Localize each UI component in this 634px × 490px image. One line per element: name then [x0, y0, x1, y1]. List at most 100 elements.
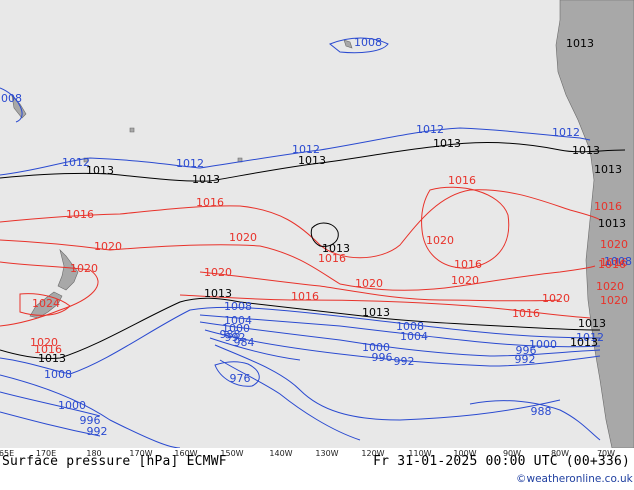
- isobar-label: 1008: [224, 300, 252, 313]
- isobar-label: 992: [515, 353, 536, 366]
- south-america-coast: [555, 0, 634, 448]
- isobar-1013-south: [0, 297, 601, 359]
- isobar-label: 988: [531, 405, 552, 418]
- isobar-label: 1013: [298, 154, 326, 167]
- isobar-1020-east: [199, 271, 561, 302]
- isobar-1004: [199, 314, 601, 348]
- isobar-label: 1008: [354, 36, 382, 49]
- isobar-label: 1013: [322, 242, 350, 255]
- isobar-992: [204, 329, 601, 367]
- isobar-label: 1020: [426, 234, 454, 247]
- isobar-label: 1012: [416, 123, 444, 136]
- isobar-label: 1000: [222, 322, 250, 335]
- longitude-label: 130W: [315, 449, 339, 458]
- valid-time: Fr 31-01-2025 00:00 UTC (00+336): [373, 454, 630, 469]
- isobar-label: 984: [234, 336, 255, 349]
- longitude-label: 140W: [269, 449, 293, 458]
- isobar-984: [214, 344, 561, 421]
- isobar-label: 996: [80, 414, 101, 427]
- isobar-label-group: 1008101310081012101210121012101210131013…: [0, 36, 632, 438]
- longitude-label: 100W: [453, 449, 477, 458]
- isobar-label: 1016: [66, 208, 94, 221]
- longitude-label: 80W: [550, 449, 570, 458]
- isobar-1000-west: [0, 391, 101, 417]
- isobar-label: 1013: [594, 163, 622, 176]
- longitude-label: 160W: [174, 449, 198, 458]
- isobar-label: 1016: [291, 290, 319, 303]
- isobar-label: 1024: [32, 297, 60, 310]
- longitude-label: 120W: [361, 449, 385, 458]
- isobar-label: 1016: [448, 174, 476, 187]
- isobar-label: 976: [230, 372, 251, 385]
- longitude-label: 90W: [502, 449, 522, 458]
- isobar-label: 992: [225, 331, 246, 344]
- isobar-label: 1013: [38, 352, 66, 365]
- longitude-label: 180: [86, 449, 102, 458]
- isobar-label: 992: [394, 355, 415, 368]
- longitude-axis: 165E 170E 180 170W 160W 150W 140W 130W 120W 110W 1…: [0, 448, 634, 460]
- isobar-label: 1016: [594, 200, 622, 213]
- isobar-label: 1013: [570, 336, 598, 349]
- longitude-label: 170W: [129, 449, 153, 458]
- longitude-label: 165E: [0, 449, 15, 458]
- isobar-1000: [199, 321, 601, 357]
- pacific-island-3: [237, 157, 243, 163]
- isobar-label: 1020: [451, 274, 479, 287]
- isobar-label: 1016: [512, 307, 540, 320]
- isobar-label: 1020: [30, 336, 58, 349]
- isobar-label: 1016: [318, 252, 346, 265]
- isobar-label: 1020: [94, 240, 122, 253]
- isobar-label: 1020: [70, 262, 98, 275]
- credit-link[interactable]: ©weatheronline.co.uk: [516, 473, 633, 485]
- isobar-label: 1013: [433, 137, 461, 150]
- isobar-label: 1013: [578, 317, 606, 330]
- isobar-1016-north: [0, 189, 601, 259]
- isobar-label: 1020: [229, 231, 257, 244]
- isobar-lines: [0, 37, 626, 448]
- isobar-label: 1020: [600, 238, 628, 251]
- isobar-label: 996: [516, 344, 537, 357]
- isobar-1008: [0, 306, 601, 375]
- isobar-label: 1012: [552, 126, 580, 139]
- isobar-label: 1008: [604, 255, 632, 268]
- isobar-label: 1013: [362, 306, 390, 319]
- pacific-island-2: [129, 127, 135, 133]
- isobar-980: [219, 359, 361, 441]
- isobar-label: 1020: [596, 280, 624, 293]
- isobar-label: 1012: [576, 331, 604, 344]
- longitude-label: 110W: [408, 449, 432, 458]
- isobar-label: 1004: [224, 314, 252, 327]
- isobar-label: 1016: [196, 196, 224, 209]
- isobar-988: [209, 337, 301, 361]
- isobar-label: 1013: [204, 287, 232, 300]
- isobar-label: 1016: [598, 258, 626, 271]
- longitude-label: 170E: [35, 449, 57, 458]
- isobar-1020-nz: [0, 261, 99, 327]
- isobar-label: 1008: [396, 320, 424, 333]
- isobar-label: 1016: [600, 256, 628, 269]
- isobar-1013-north: [0, 142, 626, 182]
- isobar-label: 1020: [355, 277, 383, 290]
- isobar-1008-west: [0, 87, 23, 123]
- pressure-map: 1008101310081012101210121012101210131013…: [0, 0, 634, 448]
- isobar-label: 1013: [572, 144, 600, 157]
- isobar-label: 1013: [86, 164, 114, 177]
- isobar-label: 996: [372, 351, 393, 364]
- isobar-988-east: [469, 400, 601, 441]
- isobar-label: 1008: [44, 368, 72, 381]
- isobar-label: 1013: [598, 217, 626, 230]
- isobar-label: 1000: [529, 338, 557, 351]
- pacific-island-4: [343, 39, 353, 49]
- map-title: Surface pressure [hPa] ECMWF: [2, 454, 227, 469]
- isobar-1008-north: [329, 37, 389, 54]
- isobar-label: 1016: [34, 343, 62, 356]
- isobar-1016-south: [179, 294, 591, 319]
- isobar-label: 1000: [362, 341, 390, 354]
- isobar-label: 1020: [204, 266, 232, 279]
- longitude-label: 150W: [220, 449, 244, 458]
- isobar-label: 1000: [58, 399, 86, 412]
- isobar-label: 1012: [292, 143, 320, 156]
- isobar-1016-ring: [421, 186, 510, 269]
- isobar-976: [214, 361, 260, 387]
